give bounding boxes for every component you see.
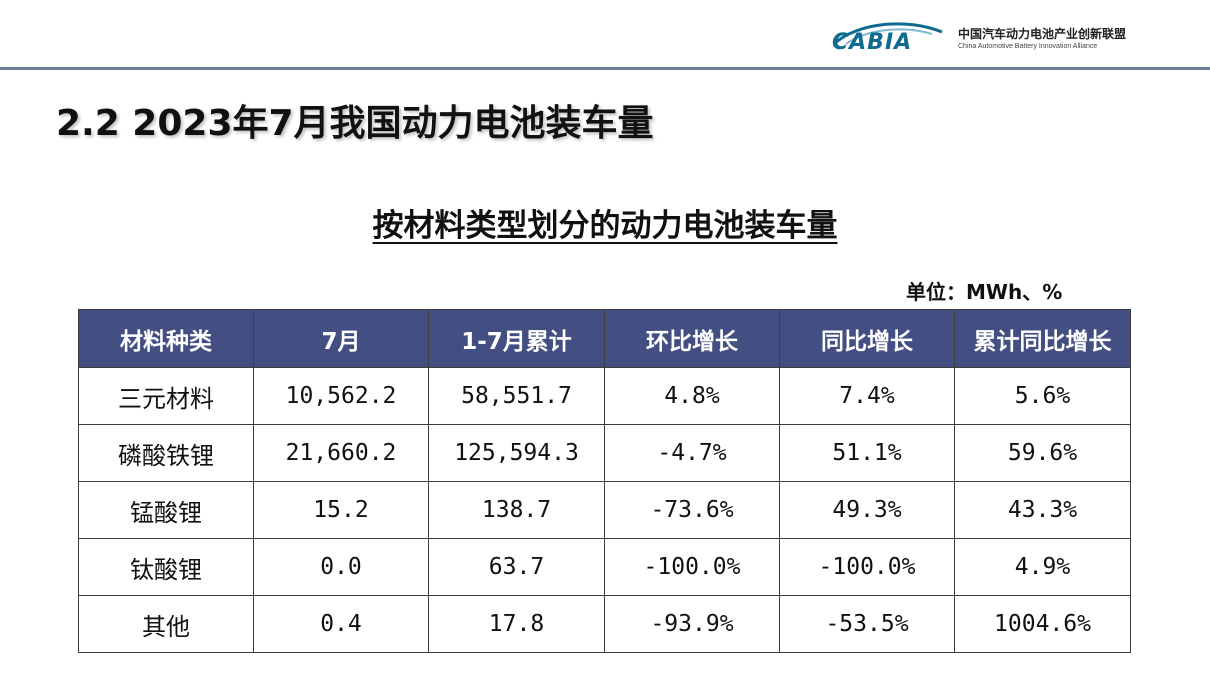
car-arc-icon — [828, 18, 948, 58]
value-cell: -4.7% — [604, 424, 780, 482]
column-header: 7月 — [253, 309, 429, 368]
column-header: 环比增长 — [604, 309, 780, 368]
battery-material-table: 材料种类 7月 1-7月累计 环比增长 同比增长 累计同比增长 三元材料 10,… — [78, 309, 1131, 653]
value-cell: 21,660.2 — [253, 424, 429, 482]
value-cell: 125,594.3 — [428, 424, 605, 482]
value-cell: -93.9% — [604, 595, 780, 653]
value-cell: -53.5% — [779, 595, 955, 653]
value-cell: 4.8% — [604, 367, 780, 425]
value-cell: -100.0% — [779, 538, 955, 596]
material-cell: 三元材料 — [78, 367, 254, 425]
value-cell: 49.3% — [779, 481, 955, 539]
org-name-en: China Automotive Battery Innovation Alli… — [958, 43, 1098, 50]
table-row: 钛酸锂 0.0 63.7 -100.0% -100.0% 4.9% — [78, 538, 1131, 596]
value-cell: 10,562.2 — [253, 367, 429, 425]
org-name-cn: 中国汽车动力电池产业创新联盟 — [958, 27, 1127, 41]
value-cell: 15.2 — [253, 481, 429, 539]
header-divider — [0, 67, 1210, 70]
table-title: 按材料类型划分的动力电池装车量 — [0, 200, 1210, 245]
value-cell: 17.8 — [428, 595, 605, 653]
value-cell: 0.4 — [253, 595, 429, 653]
material-cell: 其他 — [78, 595, 254, 653]
unit-label: 单位：MWh、% — [906, 280, 1063, 304]
value-cell: -73.6% — [604, 481, 780, 539]
table-row: 磷酸铁锂 21,660.2 125,594.3 -4.7% 51.1% 59.6… — [78, 424, 1131, 482]
material-cell: 磷酸铁锂 — [78, 424, 254, 482]
section-title: 2.2 2023年7月我国动力电池装车量 — [56, 103, 654, 144]
column-header: 同比增长 — [779, 309, 955, 368]
value-cell: 59.6% — [954, 424, 1131, 482]
value-cell: -100.0% — [604, 538, 780, 596]
value-cell: 138.7 — [428, 481, 605, 539]
value-cell: 58,551.7 — [428, 367, 605, 425]
value-cell: 5.6% — [954, 367, 1131, 425]
value-cell: 63.7 — [428, 538, 605, 596]
value-cell: 43.3% — [954, 481, 1131, 539]
table-row: 其他 0.4 17.8 -93.9% -53.5% 1004.6% — [78, 595, 1131, 653]
table-row: 三元材料 10,562.2 58,551.7 4.8% 7.4% 5.6% — [78, 367, 1131, 425]
value-cell: 0.0 — [253, 538, 429, 596]
logo-text: CABIA — [832, 30, 913, 55]
value-cell: 51.1% — [779, 424, 955, 482]
column-header: 累计同比增长 — [954, 309, 1131, 368]
column-header: 材料种类 — [78, 309, 254, 368]
material-cell: 锰酸锂 — [78, 481, 254, 539]
table-row: 锰酸锂 15.2 138.7 -73.6% 49.3% 43.3% — [78, 481, 1131, 539]
value-cell: 4.9% — [954, 538, 1131, 596]
column-header: 1-7月累计 — [428, 309, 605, 368]
material-cell: 钛酸锂 — [78, 538, 254, 596]
table-header-row: 材料种类 7月 1-7月累计 环比增长 同比增长 累计同比增长 — [78, 309, 1131, 368]
value-cell: 7.4% — [779, 367, 955, 425]
value-cell: 1004.6% — [954, 595, 1131, 653]
org-logo: CABIA 中国汽车动力电池产业创新联盟 China Automotive Ba… — [828, 18, 1188, 58]
table-title-text: 按材料类型划分的动力电池装车量 — [372, 208, 838, 244]
